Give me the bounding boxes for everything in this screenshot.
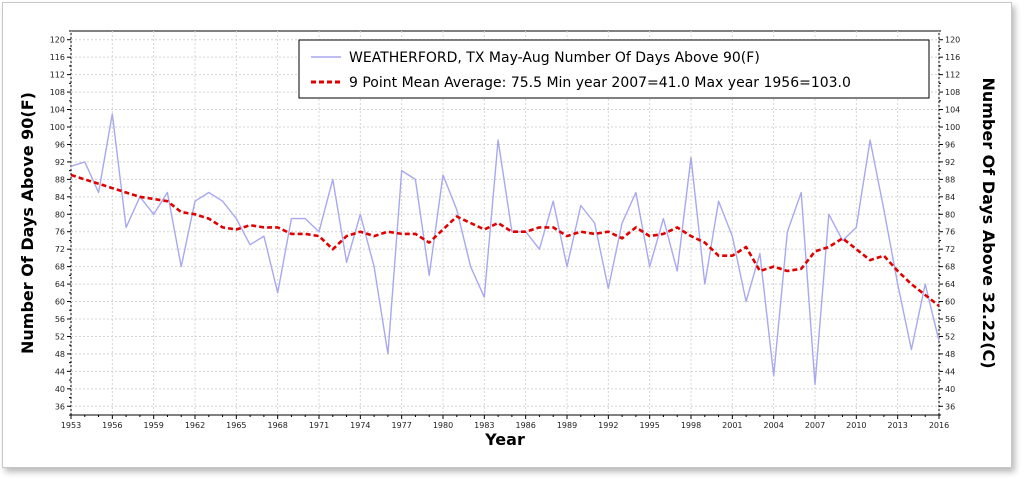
tick-label-right: 104 — [945, 106, 960, 115]
tick-label-left: 108 — [50, 88, 65, 97]
tick-label-right: 68 — [945, 263, 955, 272]
tick-label-x: 1968 — [267, 421, 287, 430]
tick-label-right: 76 — [945, 228, 955, 237]
tick-label-right: 108 — [945, 88, 960, 97]
x-axis-label: Year — [484, 430, 525, 449]
tick-label-left: 92 — [55, 158, 65, 167]
tick-label-left: 44 — [55, 367, 65, 376]
tick-label-x: 1980 — [433, 421, 453, 430]
tick-label-x: 2001 — [722, 421, 742, 430]
legend-box — [298, 39, 930, 99]
tick-label-left: 112 — [50, 71, 65, 80]
tick-label-right: 84 — [945, 193, 955, 202]
tick-label-right: 40 — [945, 385, 955, 394]
tick-label-x: 2013 — [887, 421, 907, 430]
tick-label-left: 60 — [55, 298, 65, 307]
right-axis-ticks: 36 40 44 48 52 56 60 64 68 72 76 80 84 88 92 96 100 104 10… — [939, 30, 960, 416]
tick-label-x: 2010 — [846, 421, 866, 430]
tick-label-left: 116 — [50, 53, 65, 62]
tick-label-left: 120 — [50, 36, 65, 45]
tick-label-x: 1953 — [61, 421, 81, 430]
tick-label-left: 100 — [50, 123, 65, 132]
tick-label-right: 44 — [945, 367, 955, 376]
tick-label-x: 1998 — [681, 421, 701, 430]
tick-label-right: 56 — [945, 315, 955, 324]
tick-label-x: 2004 — [763, 421, 783, 430]
series-lines — [70, 113, 940, 386]
tick-label-right: 72 — [945, 245, 955, 254]
tick-label-left: 80 — [55, 210, 65, 219]
tick-label-left: 68 — [55, 263, 65, 272]
tick-label-right: 112 — [945, 71, 960, 80]
y-axis-label-left: Number Of Days Above 90(F) — [18, 92, 37, 354]
series-line-observed — [70, 113, 940, 386]
tick-label-left: 72 — [55, 245, 65, 254]
tick-label-x: 1986 — [515, 421, 535, 430]
tick-label-x: 1965 — [226, 421, 246, 430]
tick-label-right: 64 — [945, 280, 955, 289]
tick-label-left: 48 — [55, 350, 65, 359]
tick-label-x: 1989 — [557, 421, 577, 430]
tick-label-x: 1995 — [639, 421, 659, 430]
left-axis-ticks: 36 40 44 48 52 56 60 64 68 72 76 80 84 88 92 96 100 104 10… — [50, 30, 71, 416]
tick-label-left: 104 — [50, 106, 65, 115]
tick-label-x: 1983 — [474, 421, 494, 430]
tick-label-right: 52 — [945, 332, 955, 341]
y-axis-label-right: Number Of Days Above 32.22(C) — [979, 77, 998, 368]
tick-label-left: 52 — [55, 332, 65, 341]
tick-label-x: 2016 — [929, 421, 949, 430]
legend-entry-mean: 9 Point Mean Average: 75.5 Min year 2007… — [349, 75, 851, 91]
tick-label-x: 1956 — [102, 421, 122, 430]
tick-label-left: 36 — [55, 402, 65, 411]
tick-label-left: 56 — [55, 315, 65, 324]
tick-label-x: 1962 — [185, 421, 205, 430]
tick-label-x: 1992 — [598, 421, 618, 430]
chart-frame: 36 40 44 48 52 56 60 64 68 72 76 80 84 88 92 96 100 104 10… — [2, 2, 1012, 468]
tick-label-right: 92 — [945, 158, 955, 167]
tick-label-x: 1974 — [350, 421, 370, 430]
tick-label-right: 80 — [945, 210, 955, 219]
tick-label-right: 96 — [945, 140, 955, 149]
tick-label-left: 96 — [55, 140, 65, 149]
tick-label-x: 1959 — [143, 421, 163, 430]
tick-label-left: 88 — [55, 175, 65, 184]
tick-label-right: 36 — [945, 402, 955, 411]
tick-label-left: 76 — [55, 228, 65, 237]
tick-label-right: 60 — [945, 298, 955, 307]
tick-label-left: 84 — [55, 193, 65, 202]
x-axis-ticks: 1953 1956 1959 1962 1965 1968 1971 1974 1977 1980… — [61, 415, 949, 430]
tick-label-right: 116 — [945, 53, 960, 62]
tick-label-x: 1971 — [309, 421, 329, 430]
tick-label-right: 120 — [945, 36, 960, 45]
tick-label-x: 1977 — [391, 421, 411, 430]
series-line-mean — [70, 173, 940, 307]
tick-label-right: 88 — [945, 175, 955, 184]
tick-label-right: 48 — [945, 350, 955, 359]
legend: WEATHERFORD, TX May-Aug Number Of Days A… — [298, 39, 930, 99]
line-chart: 36 40 44 48 52 56 60 64 68 72 76 80 84 88 92 96 100 104 10… — [18, 30, 998, 449]
legend-entry-observed: WEATHERFORD, TX May-Aug Number Of Days A… — [349, 50, 760, 66]
tick-label-left: 64 — [55, 280, 65, 289]
tick-label-right: 100 — [945, 123, 960, 132]
tick-label-x: 2007 — [805, 421, 825, 430]
tick-label-left: 40 — [55, 385, 65, 394]
